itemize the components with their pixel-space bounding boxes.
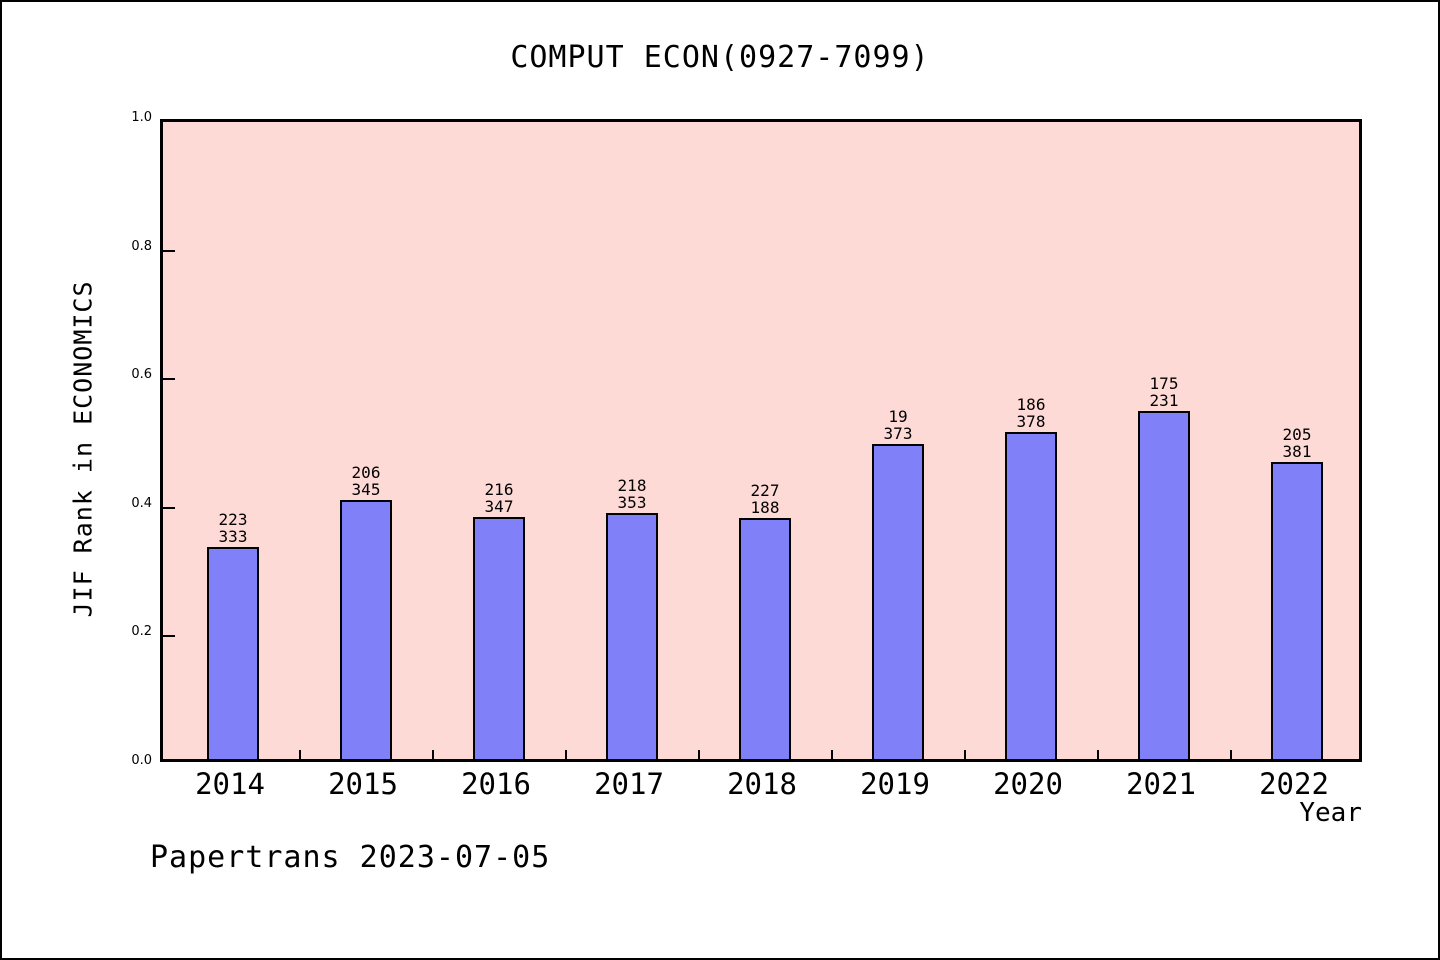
bar-value-label-2020: 186 378: [1016, 395, 1046, 431]
x-tick-label-2018: 2018: [727, 767, 797, 801]
y-tick-label-0.2: 0.2: [131, 624, 152, 640]
x-minor-tick: [697, 750, 700, 759]
bar-2016: [473, 517, 525, 759]
bar-value-label-2022: 205 381: [1282, 425, 1312, 461]
bar-2014: [207, 547, 259, 759]
x-tick-label-2016: 2016: [461, 767, 531, 801]
bar-value-label-2014: 223 333: [218, 510, 248, 546]
x-minor-tick: [1096, 750, 1099, 759]
x-tick-label-2019: 2019: [860, 767, 930, 801]
y-tick-mark: [163, 378, 175, 381]
bar-2018: [739, 518, 791, 759]
y-tick-label-0.4: 0.4: [131, 495, 152, 511]
y-tick-mark: [163, 635, 175, 638]
bar-value-label-2016: 216 347: [484, 480, 514, 516]
bar-2015: [340, 500, 392, 759]
x-minor-tick: [1229, 750, 1232, 759]
bar-value-label-2017: 218 353: [617, 476, 647, 512]
y-tick-mark: [163, 506, 175, 509]
chart-title: COMPUT ECON(0927-7099): [510, 40, 930, 75]
bar-value-label-2015: 206 345: [351, 463, 381, 499]
bar-2022: [1271, 462, 1323, 759]
x-minor-tick: [431, 750, 434, 759]
x-axis-label: Year: [1299, 798, 1362, 828]
footer-watermark: Papertrans 2023-07-05: [150, 840, 551, 875]
bar-2019: [872, 444, 924, 759]
y-tick-mark: [163, 249, 175, 252]
x-tick-label-2017: 2017: [594, 767, 664, 801]
y-tick-label-1.0: 1.0: [131, 110, 152, 125]
bar-value-label-2018: 227 188: [750, 481, 780, 517]
x-minor-tick: [963, 750, 966, 759]
bar-value-label-2021: 175 231: [1149, 374, 1179, 410]
x-tick-label-2015: 2015: [328, 767, 398, 801]
y-tick-label-0.0: 0.0: [131, 753, 152, 768]
plot-area: 223 333 206 345 216 347 218 353 227 188 19 37…: [160, 119, 1362, 762]
x-tick-label-2020: 2020: [993, 767, 1063, 801]
y-tick-label-0.6: 0.6: [131, 367, 152, 383]
x-tick-label-2022: 2022: [1259, 767, 1329, 801]
bar-2020: [1005, 432, 1057, 759]
x-minor-tick: [564, 750, 567, 759]
bar-2017: [606, 513, 658, 759]
x-tick-label-2014: 2014: [195, 767, 265, 801]
x-minor-tick: [298, 750, 301, 759]
x-tick-label-2021: 2021: [1126, 767, 1196, 801]
y-tick-label-0.8: 0.8: [131, 238, 152, 254]
x-minor-tick: [830, 750, 833, 759]
bar-value-label-2019: 19 373: [883, 407, 913, 443]
bar-2021: [1138, 411, 1190, 759]
y-axis-label: JIF Rank in ECONOMICS: [68, 280, 98, 618]
